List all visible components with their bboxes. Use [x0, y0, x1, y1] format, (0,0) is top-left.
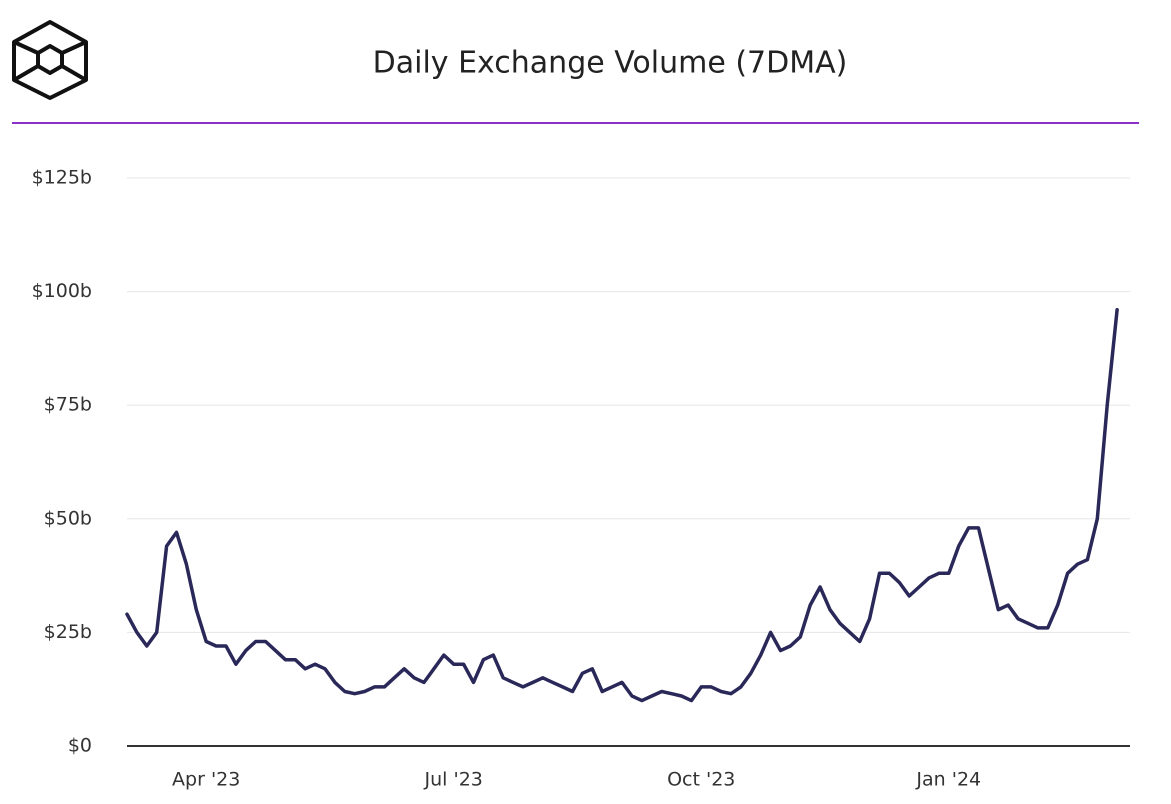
y-tick-label: $100b [32, 280, 92, 302]
y-tick-label: $125b [32, 167, 92, 189]
x-tick-label: Jan '24 [915, 769, 981, 791]
logo [12, 20, 88, 100]
y-tick-label: $50b [44, 507, 92, 529]
y-tick-label: $0 [68, 735, 92, 757]
data-line [125, 308, 1119, 703]
y-tick-label: $75b [44, 394, 92, 416]
x-tick-label: Jul '23 [424, 769, 483, 791]
x-tick-label: Oct '23 [667, 769, 735, 791]
x-tick-label: Apr '23 [172, 769, 240, 791]
chart-title: Daily Exchange Volume (7DMA) [373, 46, 848, 81]
y-tick-label: $25b [44, 621, 92, 643]
